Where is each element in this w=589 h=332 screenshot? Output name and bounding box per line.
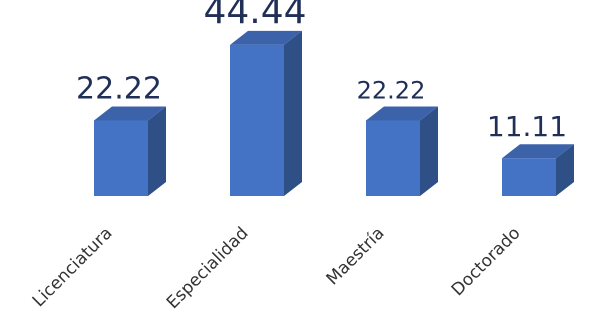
bar-top-doctorado bbox=[502, 144, 574, 159]
bar-especialidad bbox=[230, 44, 284, 197]
tick-label-licenciatura: Licenciatura bbox=[29, 223, 117, 311]
bar-doctorado bbox=[502, 158, 556, 196]
bar-side-maestria bbox=[420, 106, 438, 196]
tick-label-maestria: Maestría bbox=[323, 223, 389, 289]
bar-maestria bbox=[366, 120, 420, 196]
bar-top-licenciatura bbox=[94, 106, 166, 121]
bar-top-maestria bbox=[366, 106, 438, 121]
tick-label-especialidad: Especialidad bbox=[163, 223, 253, 313]
tick-label-doctorado: Doctorado bbox=[448, 223, 525, 300]
data-label-doctorado: 11.11 bbox=[487, 110, 567, 143]
data-label-especialidad: 44.44 bbox=[203, 0, 306, 32]
bar-side-licenciatura bbox=[148, 106, 166, 196]
data-label-maestria: 22.22 bbox=[357, 76, 426, 104]
bar-side-doctorado bbox=[556, 144, 574, 196]
bar-top-especialidad bbox=[230, 30, 302, 45]
data-label-licenciatura: 22.22 bbox=[76, 71, 162, 106]
bar-side-especialidad bbox=[284, 30, 302, 197]
bar-licenciatura bbox=[94, 120, 148, 196]
